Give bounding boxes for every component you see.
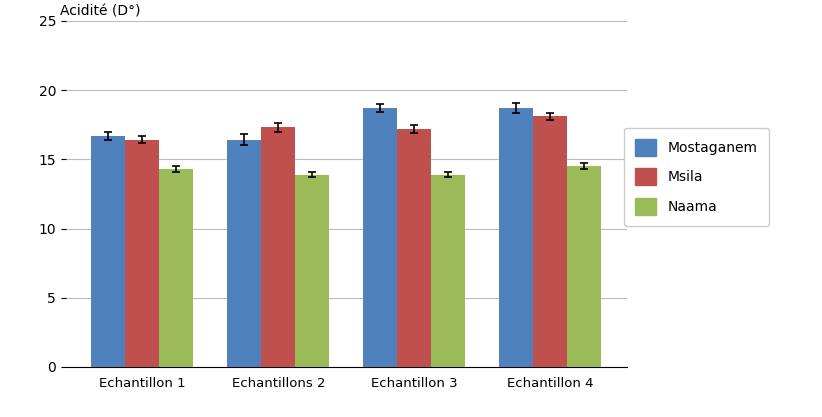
Text: Acidité (D°): Acidité (D°): [60, 4, 141, 18]
Bar: [397, 129, 432, 367]
Bar: [227, 140, 261, 367]
Bar: [125, 140, 159, 367]
Bar: [363, 108, 397, 367]
Bar: [295, 175, 330, 367]
Bar: [533, 116, 567, 367]
Legend: Mostaganem, Msila, Naama: Mostaganem, Msila, Naama: [625, 128, 769, 226]
Bar: [91, 136, 125, 367]
Bar: [159, 169, 193, 367]
Bar: [432, 175, 465, 367]
Bar: [261, 128, 295, 367]
Bar: [567, 166, 601, 367]
Bar: [499, 108, 533, 367]
